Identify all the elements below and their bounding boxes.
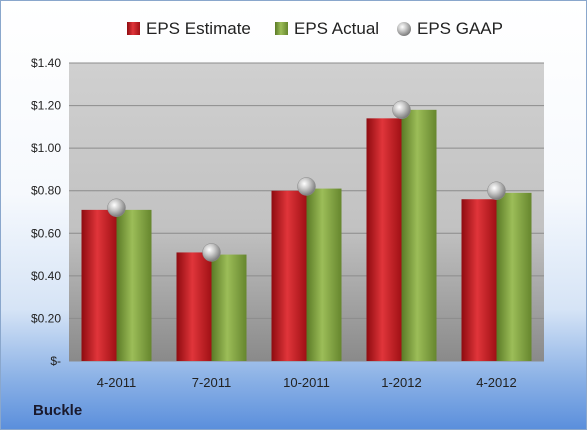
y-tick-label: $1.00 bbox=[31, 141, 61, 155]
x-axis-ticks: 4-2011 7-2011 10-2011 1-2012 4-2012 bbox=[97, 375, 517, 390]
legend-estimate-label: EPS Estimate bbox=[146, 19, 251, 38]
y-tick-label: $0.60 bbox=[31, 226, 61, 240]
eps-actual-bar bbox=[496, 192, 532, 361]
y-tick-label: $1.40 bbox=[31, 56, 61, 70]
legend-gaap-swatch bbox=[397, 22, 411, 36]
y-tick-label: $0.40 bbox=[31, 269, 61, 283]
eps-gaap-marker bbox=[297, 177, 316, 196]
y-tick-label: $1.20 bbox=[31, 99, 61, 113]
y-tick-label: $0.80 bbox=[31, 184, 61, 198]
eps-estimate-bar bbox=[81, 209, 117, 361]
eps-gaap-marker bbox=[107, 198, 126, 217]
gaap-markers bbox=[107, 100, 506, 262]
y-tick-label: $0.20 bbox=[31, 311, 61, 325]
x-tick-label: 4-2012 bbox=[476, 375, 516, 390]
eps-actual-bar bbox=[116, 209, 152, 361]
eps-estimate-bar bbox=[461, 199, 497, 361]
y-tick-label: $- bbox=[50, 354, 61, 368]
legend-gaap-label: EPS GAAP bbox=[417, 19, 503, 38]
y-axis-ticks: $- $0.20 $0.40 $0.60 $0.80 $1.00 $1.20 $1.40 bbox=[31, 56, 61, 368]
x-tick-label: 4-2011 bbox=[97, 375, 137, 390]
eps-gaap-marker bbox=[487, 181, 506, 200]
eps-estimate-bar bbox=[366, 118, 402, 361]
eps-estimate-bar bbox=[271, 190, 307, 361]
legend-actual-swatch bbox=[275, 22, 288, 35]
eps-actual-bar bbox=[211, 254, 247, 361]
x-tick-label: 1-2012 bbox=[381, 375, 421, 390]
eps-estimate-bar bbox=[176, 252, 212, 361]
eps-gaap-marker bbox=[202, 243, 221, 262]
eps-gaap-marker bbox=[392, 100, 411, 120]
legend: EPS Estimate EPS Actual EPS GAAP bbox=[127, 19, 503, 38]
x-tick-label: 10-2011 bbox=[283, 375, 330, 390]
legend-actual-label: EPS Actual bbox=[294, 19, 379, 38]
eps-actual-bar bbox=[401, 109, 437, 361]
company-name: Buckle bbox=[33, 402, 83, 419]
eps-actual-bar bbox=[306, 188, 342, 361]
bars bbox=[81, 109, 532, 361]
x-tick-label: 7-2011 bbox=[192, 375, 232, 390]
legend-estimate-swatch bbox=[127, 22, 140, 35]
